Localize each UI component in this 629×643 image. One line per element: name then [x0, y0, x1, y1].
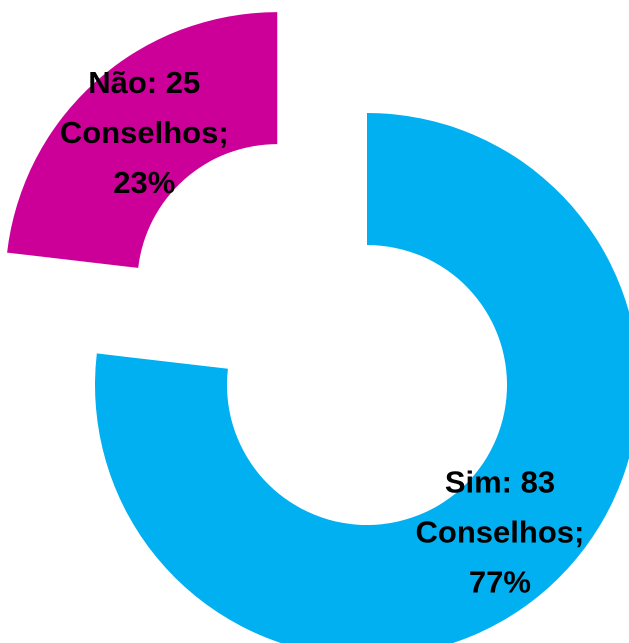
slice-label: Conselhos; — [416, 515, 585, 550]
slice-label: Sim: 83 — [445, 465, 555, 500]
slice-label: 23% — [113, 165, 175, 200]
slice-label: 77% — [469, 565, 531, 600]
slice-label: Não: 25 — [88, 65, 200, 100]
slice-label: Conselhos; — [60, 115, 229, 150]
donut-slice — [95, 113, 629, 643]
donut-slice — [7, 12, 278, 268]
